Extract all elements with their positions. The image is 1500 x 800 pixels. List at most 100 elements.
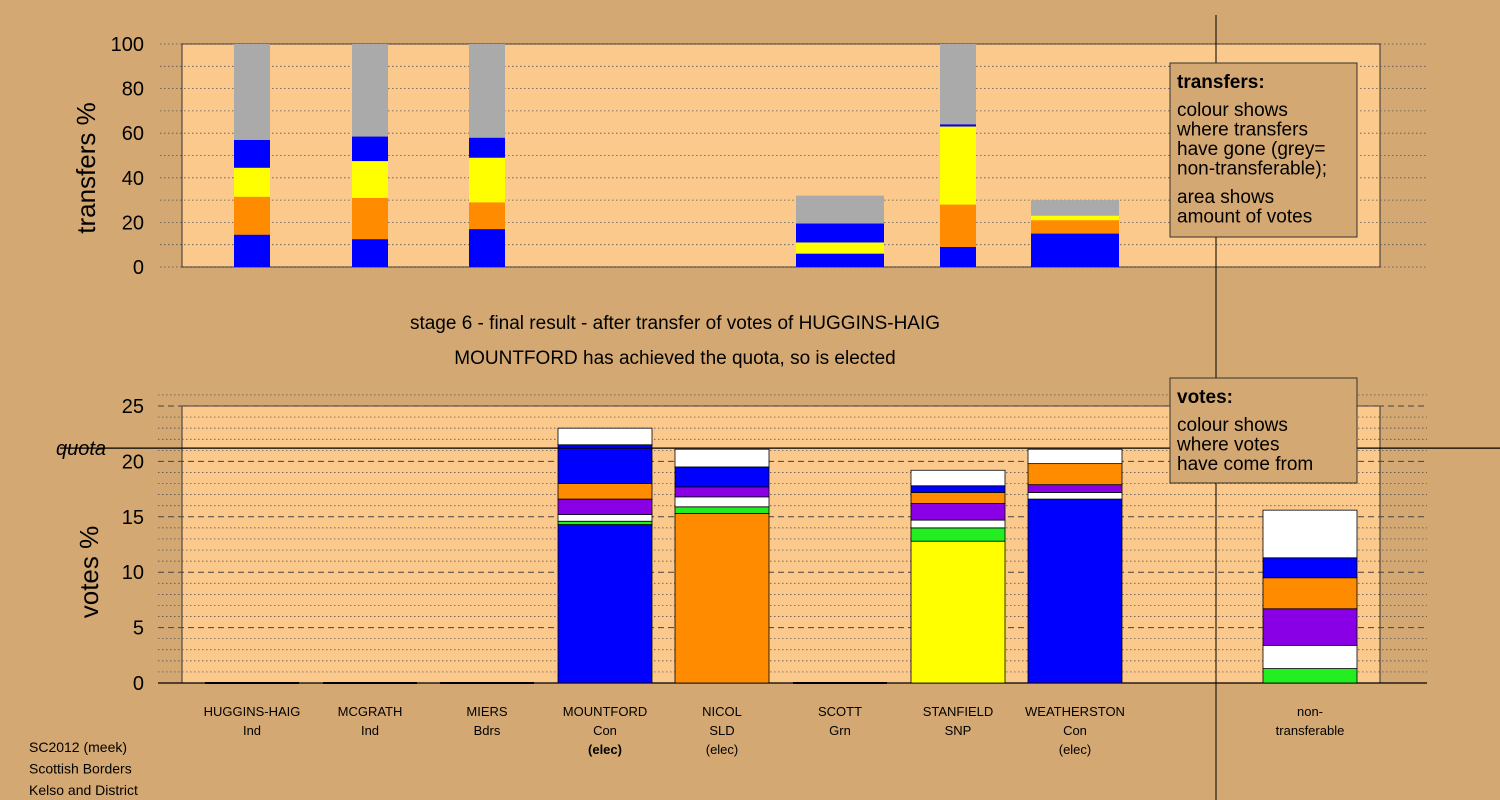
votes-bar-segment bbox=[557, 514, 653, 522]
votes-bar-segment bbox=[1262, 509, 1358, 559]
category-label-line: Grn bbox=[829, 723, 851, 738]
votes-tick-label: 15 bbox=[122, 507, 144, 529]
votes-bar-segment bbox=[557, 483, 653, 500]
transfers-y-ticks: 0 20 40 60 80 100 bbox=[111, 34, 144, 279]
transfers-bar-segment bbox=[352, 44, 388, 137]
votes-bar-segment bbox=[910, 485, 1006, 493]
footer-text: SC2012 (meek) Scottish Borders Kelso and D… bbox=[29, 739, 138, 798]
category-labels: HUGGINS-HAIG Ind MCGRATH Ind MIERS Bdrs MOUNTF… bbox=[204, 704, 1345, 757]
transfers-bar-segment bbox=[352, 239, 388, 267]
category-label-line: WEATHERSTON bbox=[1025, 704, 1125, 719]
transfers-bar-segment bbox=[1031, 200, 1119, 216]
category-label-line: SCOTT bbox=[818, 704, 862, 719]
category-label-line: Bdrs bbox=[474, 723, 501, 738]
category-label-line: SLD bbox=[709, 723, 734, 738]
votes-bar-segment bbox=[1027, 448, 1123, 465]
votes-bar-segment bbox=[674, 513, 770, 684]
category-label-line: (elec) bbox=[706, 742, 739, 757]
category-label-line: MOUNTFORD bbox=[563, 704, 648, 719]
transfers-bar-segment bbox=[234, 44, 270, 140]
legend-line: colour shows bbox=[1177, 100, 1288, 121]
transfers-bars bbox=[234, 44, 1119, 267]
votes-tick-label: 5 bbox=[133, 618, 144, 640]
votes-bar-segment bbox=[910, 519, 1006, 529]
category-label-line: non- bbox=[1297, 704, 1323, 719]
votes-bar-segment bbox=[1262, 644, 1358, 669]
legend-line: colour shows bbox=[1177, 415, 1288, 436]
legend-line: where votes bbox=[1176, 435, 1279, 456]
transfers-tick-label: 60 bbox=[122, 123, 144, 145]
votes-y-ticks: 0 5 10 15 20 25 bbox=[122, 396, 144, 695]
transfers-bar-segment bbox=[1031, 215, 1119, 221]
transfers-axis-label: transfers % bbox=[71, 102, 101, 234]
transfers-bar-segment bbox=[940, 124, 976, 127]
transfers-bar-segment bbox=[796, 253, 884, 267]
category-label-line: (elec) bbox=[1059, 742, 1092, 757]
transfers-bar-segment bbox=[234, 167, 270, 197]
category-label-line: Con bbox=[593, 723, 617, 738]
legend-title: transfers: bbox=[1177, 72, 1265, 93]
transfers-bar-segment bbox=[234, 196, 270, 235]
category-label-line: HUGGINS-HAIG bbox=[204, 704, 301, 719]
votes-bar-segment bbox=[557, 524, 653, 684]
votes-bar-segment bbox=[910, 492, 1006, 504]
votes-bar-segment bbox=[674, 466, 770, 488]
stage-title: stage 6 - final result - after transfer … bbox=[410, 313, 940, 334]
legend-line: area shows bbox=[1177, 187, 1274, 208]
transfers-bar-segment bbox=[234, 139, 270, 168]
transfers-bar-segment bbox=[469, 137, 505, 158]
votes-bar-segment bbox=[1027, 484, 1123, 493]
category-label-line: (elec) bbox=[588, 742, 622, 757]
transfers-bar-segment bbox=[469, 157, 505, 203]
stage-subtitle: MOUNTFORD has achieved the quota, so is … bbox=[454, 348, 895, 369]
transfers-tick-label: 0 bbox=[133, 257, 144, 279]
category-label-line: transferable bbox=[1276, 723, 1345, 738]
category-label-line: SNP bbox=[945, 723, 972, 738]
transfers-bar-segment bbox=[469, 202, 505, 230]
category-label-line: MCGRATH bbox=[338, 704, 403, 719]
votes-bar-segment bbox=[910, 503, 1006, 521]
transfers-bar-segment bbox=[234, 234, 270, 267]
transfers-bar-segment bbox=[796, 195, 884, 224]
votes-bar-segment bbox=[1262, 577, 1358, 610]
transfers-bar-segment bbox=[796, 242, 884, 254]
transfers-tick-label: 20 bbox=[122, 212, 144, 234]
transfers-bar-segment bbox=[352, 136, 388, 162]
category-label-line: Con bbox=[1063, 723, 1087, 738]
votes-bar-segment bbox=[557, 498, 653, 515]
legend-box bbox=[1169, 62, 1358, 238]
votes-bar-segment bbox=[557, 520, 653, 525]
transfers-bar-segment bbox=[940, 204, 976, 247]
votes-bar-segment bbox=[1027, 498, 1123, 684]
transfers-tick-label: 100 bbox=[111, 34, 144, 56]
quota-label: quota bbox=[56, 438, 106, 460]
transfers-bar-segment bbox=[469, 229, 505, 267]
transfers-gridlines bbox=[160, 43, 1427, 268]
votes-bar-segment bbox=[674, 448, 770, 468]
category-label-line: NICOL bbox=[702, 704, 742, 719]
votes-bar-segment bbox=[1027, 463, 1123, 486]
votes-bar-segment bbox=[1262, 557, 1358, 579]
votes-bar-segment bbox=[910, 469, 1006, 487]
votes-bar-segment bbox=[910, 540, 1006, 684]
footer-line: Kelso and District bbox=[29, 782, 138, 798]
legend-box bbox=[1169, 377, 1358, 484]
votes-tick-label: 20 bbox=[122, 451, 144, 473]
legend-line: where transfers bbox=[1176, 120, 1308, 141]
transfers-bar-segment bbox=[1031, 233, 1119, 267]
votes-tick-label: 10 bbox=[122, 562, 144, 584]
legend-line: have come from bbox=[1177, 454, 1313, 475]
votes-bar-segment bbox=[557, 427, 653, 446]
transfers-bar-segment bbox=[940, 246, 976, 267]
votes-bar-segment bbox=[674, 496, 770, 508]
votes-bar-segment bbox=[1262, 668, 1358, 684]
legend-line: amount of votes bbox=[1177, 207, 1312, 228]
votes-bar-segment bbox=[1262, 608, 1358, 646]
transfers-bar-segment bbox=[940, 44, 976, 125]
votes-bar-segment bbox=[557, 444, 653, 484]
transfers-tick-label: 40 bbox=[122, 168, 144, 190]
votes-bar-segment bbox=[674, 486, 770, 498]
legend-title: votes: bbox=[1177, 387, 1233, 408]
